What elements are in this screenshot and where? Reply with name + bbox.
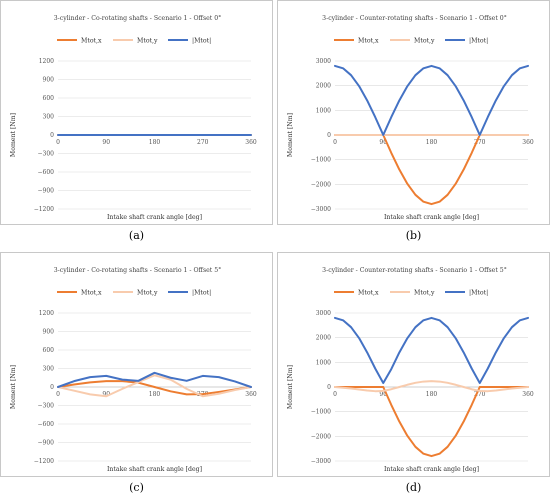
series-line-0: [57, 380, 252, 396]
series-line-1: [334, 380, 529, 393]
y-axis-title: Moment [Nm]: [287, 113, 294, 157]
legend-label-1: Mtot,y: [414, 290, 435, 297]
x-axis-title: Intake shaft crank angle [deg]: [384, 466, 479, 473]
series-line-2: [334, 316, 529, 385]
x-tick-label-1: 90: [102, 139, 110, 146]
chart-d-svg: 3-cylinder - Counter-rotating shafts - S…: [287, 267, 534, 473]
panel-label-a: (a): [128, 229, 145, 242]
y-tick-label-7: −900: [38, 188, 55, 195]
x-tick-label-1: 90: [379, 139, 387, 146]
y-tick-label-1: 900: [43, 329, 55, 336]
chart-a-svg: 3-cylinder - Co-rotating shafts - Scenar…: [10, 15, 257, 221]
chart-frame-a: 3-cylinder - Co-rotating shafts - Scenar…: [0, 0, 273, 225]
panel-label-c: (c): [129, 481, 144, 494]
y-tick-label-1: 900: [43, 77, 55, 84]
legend-label-1: Mtot,y: [414, 38, 435, 45]
legend-label-0: Mtot,x: [358, 38, 379, 45]
y-tick-label-0: 1200: [39, 310, 54, 317]
legend-label-2: |Mtot|: [192, 38, 211, 45]
legend-label-1: Mtot,y: [137, 290, 158, 297]
x-tick-label-0: 0: [333, 139, 337, 146]
chart-c-svg: 3-cylinder - Co-rotating shafts - Scenar…: [10, 267, 257, 473]
x-tick-label-3: 270: [474, 139, 486, 146]
x-tick-label-3: 270: [474, 391, 486, 398]
chart-title: 3-cylinder - Co-rotating shafts - Scenar…: [54, 267, 222, 274]
legend-label-2: |Mtot|: [192, 290, 211, 297]
x-tick-label-1: 90: [102, 391, 110, 398]
x-tick-label-2: 180: [149, 391, 161, 398]
y-tick-label-2: 1000: [316, 359, 331, 366]
x-axis-title: Intake shaft crank angle [deg]: [107, 214, 202, 221]
x-axis-title: Intake shaft crank angle [deg]: [384, 214, 479, 221]
legend-label-2: |Mtot|: [469, 38, 488, 45]
x-tick-label-3: 270: [197, 139, 209, 146]
legend-label-1: Mtot,y: [137, 38, 158, 45]
y-tick-label-2: 600: [43, 95, 55, 102]
x-tick-label-0: 0: [56, 139, 60, 146]
y-tick-label-3: 300: [43, 114, 55, 121]
x-tick-label-1: 90: [379, 391, 387, 398]
y-tick-label-0: 3000: [316, 310, 331, 317]
y-tick-label-4: 0: [50, 384, 54, 391]
y-tick-label-3: 0: [327, 132, 331, 139]
x-tick-label-4: 360: [245, 391, 257, 398]
y-tick-label-2: 600: [43, 347, 55, 354]
panel-label-b: (b): [405, 229, 422, 242]
x-tick-label-2: 180: [426, 139, 438, 146]
y-tick-label-0: 1200: [39, 58, 54, 65]
y-tick-label-5: −2000: [311, 433, 331, 440]
legend-label-0: Mtot,x: [358, 290, 379, 297]
x-tick-label-2: 180: [149, 139, 161, 146]
chart-frame-d: 3-cylinder - Counter-rotating shafts - S…: [277, 252, 550, 477]
y-tick-label-8: −1200: [34, 206, 54, 213]
legend-label-0: Mtot,x: [81, 290, 102, 297]
chart-title: 3-cylinder - Counter-rotating shafts - S…: [322, 267, 507, 274]
chart-frame-c: 3-cylinder - Co-rotating shafts - Scenar…: [0, 252, 273, 477]
panel-label-d: (d): [405, 481, 422, 494]
y-tick-label-5: −300: [38, 403, 55, 410]
y-tick-label-8: −1200: [34, 458, 54, 465]
x-tick-label-0: 0: [333, 391, 337, 398]
x-tick-label-4: 360: [245, 139, 257, 146]
chart-title: 3-cylinder - Counter-rotating shafts - S…: [322, 15, 507, 22]
y-tick-label-7: −900: [38, 440, 55, 447]
y-tick-label-1: 2000: [316, 335, 331, 342]
y-tick-label-3: 300: [43, 366, 55, 373]
y-axis-title: Moment [Nm]: [287, 365, 294, 409]
y-tick-label-2: 1000: [316, 107, 331, 114]
chart-frame-b: 3-cylinder - Counter-rotating shafts - S…: [277, 0, 550, 225]
y-tick-label-5: −300: [38, 151, 55, 158]
x-axis-title: Intake shaft crank angle [deg]: [107, 466, 202, 473]
x-tick-label-4: 360: [522, 139, 534, 146]
y-tick-label-0: 3000: [316, 58, 331, 65]
y-axis-title: Moment [Nm]: [10, 365, 17, 409]
y-tick-label-4: −1000: [311, 157, 331, 164]
y-tick-label-6: −3000: [311, 458, 331, 465]
series-line-1: [57, 374, 252, 398]
y-tick-label-6: −3000: [311, 206, 331, 213]
y-tick-label-5: −2000: [311, 181, 331, 188]
y-tick-label-4: −1000: [311, 409, 331, 416]
series-line-2: [57, 371, 252, 388]
y-tick-label-1: 2000: [316, 83, 331, 90]
y-tick-label-4: 0: [50, 132, 54, 139]
series-line-0: [334, 386, 529, 458]
y-tick-label-6: −600: [38, 169, 55, 176]
series-line-2: [334, 64, 529, 136]
y-tick-label-3: 0: [327, 384, 331, 391]
y-axis-title: Moment [Nm]: [10, 113, 17, 157]
x-tick-label-4: 360: [522, 391, 534, 398]
legend-label-2: |Mtot|: [469, 290, 488, 297]
legend-label-0: Mtot,x: [81, 38, 102, 45]
chart-b-svg: 3-cylinder - Counter-rotating shafts - S…: [287, 15, 534, 221]
chart-title: 3-cylinder - Co-rotating shafts - Scenar…: [54, 15, 222, 22]
x-tick-label-0: 0: [56, 391, 60, 398]
y-tick-label-6: −600: [38, 421, 55, 428]
x-tick-label-2: 180: [426, 391, 438, 398]
